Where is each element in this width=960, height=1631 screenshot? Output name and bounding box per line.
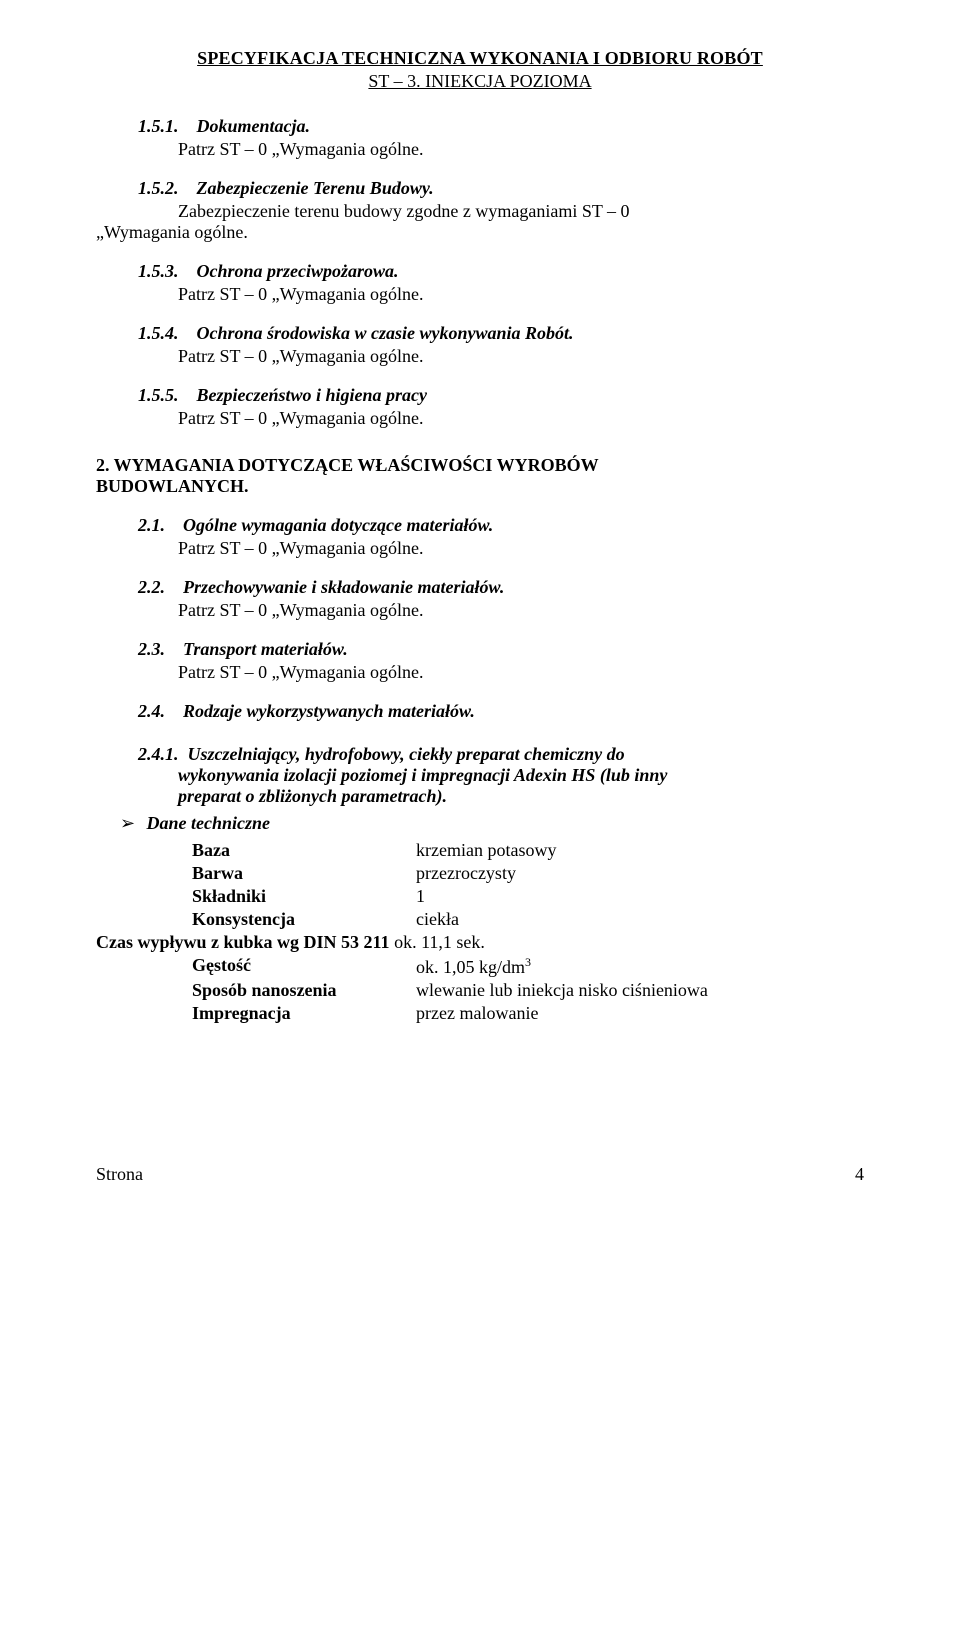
section-2-4-1-line-2: wykonywania izolacji poziomej i impregna… — [178, 765, 864, 786]
spec-row-gestosc: Gęstość ok. 1,05 kg/dm3 — [96, 955, 864, 978]
spec-value: przez malowanie — [416, 1003, 538, 1024]
footer-right: 4 — [855, 1164, 864, 1185]
line-text: Uszczelniający, hydrofobowy, ciekły prep… — [188, 744, 625, 764]
section-2-4-1-line-1: 2.4.1. Uszczelniający, hydrofobowy, ciek… — [138, 744, 864, 765]
section-title: Bezpieczeństwo i higiena pracy — [197, 385, 428, 405]
section-1-5-1-heading: 1.5.1. Dokumentacja. — [138, 116, 864, 137]
spec-row-konsystencja: Konsystencja ciekła — [96, 909, 864, 930]
section-title: Transport materiałów. — [183, 639, 348, 659]
spec-label: Baza — [96, 840, 416, 861]
spec-row-impregnacja: Impregnacja przez malowanie — [96, 1003, 864, 1024]
spec-row-czas: Czas wypływu z kubka wg DIN 53 211 ok. 1… — [96, 932, 864, 953]
dane-techniczne-heading: ➢ Dane techniczne — [120, 813, 864, 834]
section-2-3-body: Patrz ST – 0 „Wymagania ogólne. — [178, 662, 864, 683]
section-2-heading-line-2: BUDOWLANYCH. — [96, 476, 864, 497]
spec-value: wlewanie lub iniekcja nisko ciśnieniowa — [416, 980, 708, 1001]
section-num: 2.4. — [138, 701, 165, 721]
spec-value: przezroczysty — [416, 863, 516, 884]
spec-label: Impregnacja — [96, 1003, 416, 1024]
section-1-5-4-body: Patrz ST – 0 „Wymagania ogólne. — [178, 346, 864, 367]
section-1-5-2-body: Zabezpieczenie terenu budowy zgodne z wy… — [96, 201, 864, 243]
section-1-5-2-heading: 1.5.2. Zabezpieczenie Terenu Budowy. — [138, 178, 864, 199]
section-num: 1.5.1. — [138, 116, 179, 136]
spec-table: Baza krzemian potasowy Barwa przezroczys… — [96, 840, 864, 1024]
spec-value: ciekła — [416, 909, 459, 930]
section-num: 2.2. — [138, 577, 165, 597]
section-2-4-1-line-3: preparat o zbliżonych parametrach). — [178, 786, 864, 807]
spec-value: ok. 11,1 sek. — [390, 932, 485, 952]
section-1-5-3-heading: 1.5.3. Ochrona przeciwpożarowa. — [138, 261, 864, 282]
section-title: Zabezpieczenie Terenu Budowy. — [197, 178, 434, 198]
section-1-5-4-heading: 1.5.4. Ochrona środowiska w czasie wykon… — [138, 323, 864, 344]
spec-label: Konsystencja — [96, 909, 416, 930]
section-num: 2.3. — [138, 639, 165, 659]
section-num: 1.5.3. — [138, 261, 179, 281]
section-2-4-1: 2.4.1. Uszczelniający, hydrofobowy, ciek… — [138, 744, 864, 807]
footer-left: Strona — [96, 1164, 143, 1185]
section-2-3-heading: 2.3. Transport materiałów. — [138, 639, 864, 660]
dane-label: Dane techniczne — [147, 813, 271, 833]
section-num: 1.5.4. — [138, 323, 179, 343]
spec-row-skladniki: Składniki 1 — [96, 886, 864, 907]
section-title: Przechowywanie i składowanie materiałów. — [183, 577, 504, 597]
body-line-1: Zabezpieczenie terenu budowy zgodne z wy… — [96, 201, 864, 222]
document-page: SPECYFIKACJA TECHNICZNA WYKONANIA I ODBI… — [0, 0, 960, 1233]
spec-row-baza: Baza krzemian potasowy — [96, 840, 864, 861]
section-1-5-3-body: Patrz ST – 0 „Wymagania ogólne. — [178, 284, 864, 305]
section-2-4-heading: 2.4. Rodzaje wykorzystywanych materiałów… — [138, 701, 864, 722]
bullet-arrow-icon: ➢ — [120, 813, 142, 834]
section-2-1-body: Patrz ST – 0 „Wymagania ogólne. — [178, 538, 864, 559]
spec-value: krzemian potasowy — [416, 840, 556, 861]
body-line-2: „Wymagania ogólne. — [96, 222, 248, 242]
spec-row-sposob: Sposób nanoszenia wlewanie lub iniekcja … — [96, 980, 864, 1001]
spec-label: Czas wypływu z kubka wg DIN 53 211 — [96, 932, 390, 952]
spec-value: 1 — [416, 886, 425, 907]
section-num: 2.4.1. — [138, 744, 179, 764]
value-pre: ok. 1,05 kg/dm — [416, 957, 525, 977]
section-1-5-5-heading: 1.5.5. Bezpieczeństwo i higiena pracy — [138, 385, 864, 406]
spec-label: Barwa — [96, 863, 416, 884]
section-2-2-heading: 2.2. Przechowywanie i składowanie materi… — [138, 577, 864, 598]
spec-label: Sposób nanoszenia — [96, 980, 416, 1001]
section-num: 1.5.2. — [138, 178, 179, 198]
value-sup: 3 — [525, 955, 531, 969]
spec-value: ok. 1,05 kg/dm3 — [416, 955, 531, 978]
section-2-2-body: Patrz ST – 0 „Wymagania ogólne. — [178, 600, 864, 621]
section-title: Ogólne wymagania dotyczące materiałów. — [183, 515, 493, 535]
header-line-1: SPECYFIKACJA TECHNICZNA WYKONANIA I ODBI… — [96, 48, 864, 69]
section-title: Ochrona środowiska w czasie wykonywania … — [197, 323, 574, 343]
spec-label: Składniki — [96, 886, 416, 907]
section-2-heading-line-1: 2. WYMAGANIA DOTYCZĄCE WŁAŚCIWOŚCI WYROB… — [96, 455, 864, 476]
section-num: 1.5.5. — [138, 385, 179, 405]
spec-row-barwa: Barwa przezroczysty — [96, 863, 864, 884]
header-line-2: ST – 3. INIEKCJA POZIOMA — [96, 71, 864, 92]
section-title: Rodzaje wykorzystywanych materiałów. — [183, 701, 475, 721]
spec-label: Gęstość — [96, 955, 416, 978]
section-2-1-heading: 2.1. Ogólne wymagania dotyczące materiał… — [138, 515, 864, 536]
page-footer: Strona 4 — [96, 1164, 864, 1185]
section-title: Ochrona przeciwpożarowa. — [197, 261, 399, 281]
section-1-5-1-body: Patrz ST – 0 „Wymagania ogólne. — [178, 139, 864, 160]
section-title: Dokumentacja. — [197, 116, 311, 136]
document-header: SPECYFIKACJA TECHNICZNA WYKONANIA I ODBI… — [96, 48, 864, 92]
section-1-5-5-body: Patrz ST – 0 „Wymagania ogólne. — [178, 408, 864, 429]
section-num: 2.1. — [138, 515, 165, 535]
